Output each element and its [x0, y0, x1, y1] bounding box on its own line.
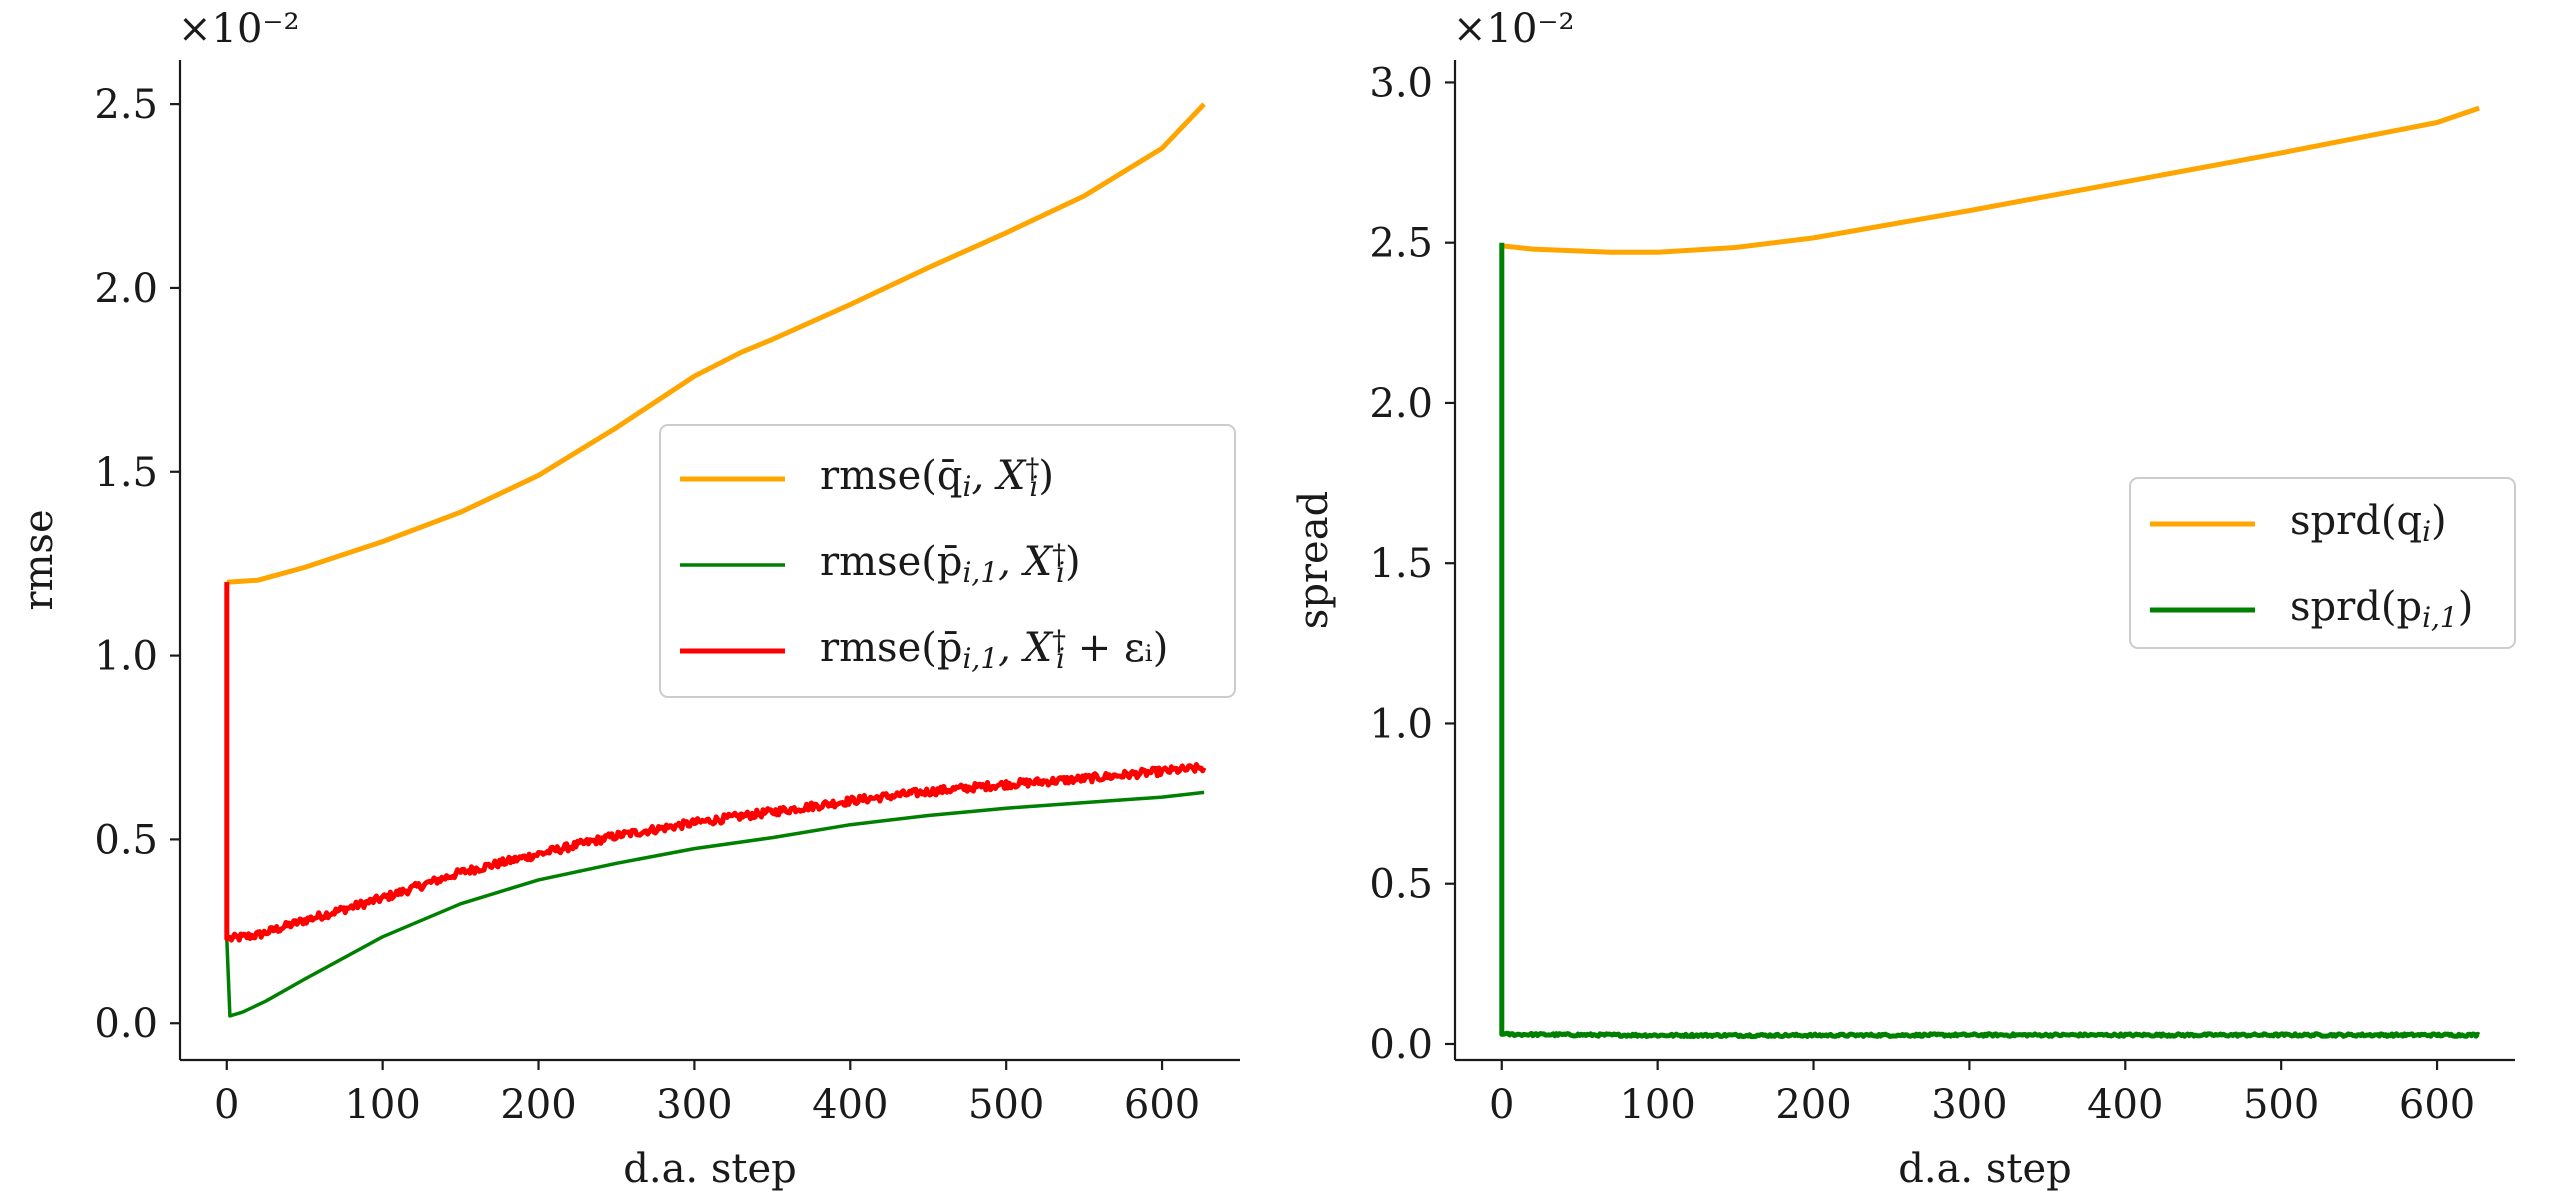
x-axis-label: d.a. step [623, 1146, 796, 1192]
x-tick-label: 500 [2243, 1082, 2319, 1128]
legend-box [2129, 477, 2516, 649]
x-tick-label: 100 [1619, 1082, 1695, 1128]
chart-panel-1: 0 100 200 300 400 500 600 0.0 0.5 1.0 1.5 2.0 2.5 ×10… [16, 6, 1240, 1192]
legend-entry: sprd(pi,1) [2290, 584, 2473, 634]
x-tick-label: 300 [1931, 1082, 2007, 1128]
y-tick-label: 2.0 [94, 266, 158, 312]
y-tick-label: 0.0 [94, 1001, 158, 1047]
legend-entry: rmse(q̄i, X† i) [820, 452, 1054, 503]
x-tick-label: 600 [2399, 1082, 2475, 1128]
y-tick-label: 1.5 [94, 450, 158, 496]
axis-multiplier: ×10⁻² [178, 6, 300, 52]
legend-entry: rmse(p̄i,1, X† i) [820, 538, 1081, 589]
x-tick-label: 0 [214, 1082, 239, 1128]
series-line-1 [1501, 105, 2480, 255]
y-tick-label: 1.5 [1369, 541, 1433, 587]
y-tick-label: 0.5 [94, 817, 158, 863]
x-tick-label: 500 [968, 1082, 1044, 1128]
y-tick-label: 3.0 [1369, 60, 1433, 106]
y-axis-label: rmse [16, 509, 62, 610]
x-tick-label: 400 [812, 1082, 888, 1128]
x-tick-label: 400 [2087, 1082, 2163, 1128]
x-axis-label: d.a. step [1898, 1146, 2071, 1192]
y-tick-label: 2.5 [94, 82, 158, 128]
x-tick-label: 100 [344, 1082, 420, 1128]
x-tick-label: 200 [1775, 1082, 1851, 1128]
series-line-2 [1499, 242, 2481, 1040]
legend-box [659, 424, 1236, 698]
x-tick-label: 0 [1489, 1082, 1514, 1128]
axis-multiplier: ×10⁻² [1453, 6, 1575, 52]
x-tick-label: 200 [500, 1082, 576, 1128]
series-line-3 [224, 582, 1207, 943]
y-tick-label: 1.0 [1369, 701, 1433, 747]
legend: rmse(q̄i, X† i) rmse(p̄i,1, X† i) rmse(p̄i,1… [659, 424, 1236, 698]
legend: sprd(qi) sprd(pi,1) [2129, 477, 2516, 649]
chart-panel-2: 0 100 200 300 400 500 600 0.0 0.5 1.0 1.5 2.0 2.5 3.0… [1291, 6, 2516, 1192]
y-tick-label: 2.0 [1369, 381, 1433, 427]
y-tick-label: 0.0 [1369, 1022, 1433, 1068]
x-tick-label: 600 [1124, 1082, 1200, 1128]
x-tick-label: 300 [656, 1082, 732, 1128]
legend-entry: rmse(p̄i,1, X† i + εᵢ) [820, 624, 1168, 675]
series-line-1 [225, 102, 1206, 585]
legend-entry: sprd(qi) [2290, 498, 2447, 548]
y-tick-label: 2.5 [1369, 221, 1433, 267]
y-tick-label: 0.5 [1369, 862, 1433, 908]
y-axis-label: spread [1291, 491, 1337, 629]
y-tick-label: 1.0 [94, 634, 158, 680]
series-line-2 [225, 582, 1205, 1018]
